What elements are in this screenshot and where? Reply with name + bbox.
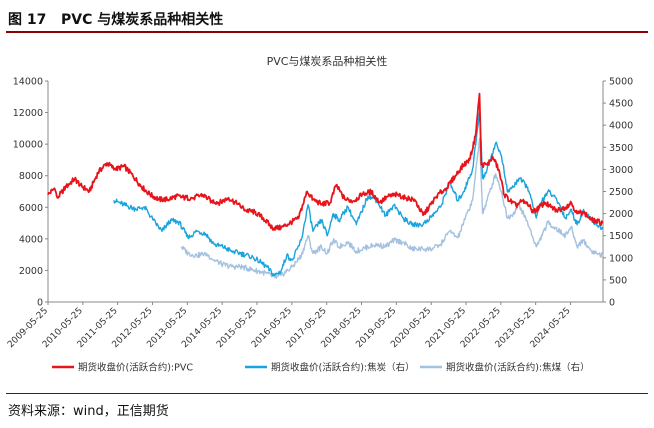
y-right-tick-label: 2000 (609, 209, 633, 220)
header-rule (6, 31, 648, 33)
y-left-tick-label: 6000 (19, 203, 43, 214)
y-left-tick-label: 2000 (19, 266, 43, 277)
y-right-tick-label: 1000 (609, 253, 633, 264)
chart-title: PVC与煤炭系品种相关性 (267, 54, 388, 68)
legend-label: 期货收盘价(活跃合约):焦炭（右） (271, 362, 415, 374)
y-right-tick-label: 2500 (609, 187, 633, 198)
y-right-tick-label: 4000 (609, 121, 633, 132)
y-left-tick-label: 10000 (13, 140, 43, 151)
legend-label: 期货收盘价(活跃合约):焦煤（右） (446, 362, 590, 374)
axes: 0 2000 4000 6000 8000 10000 12000 14000 0 500 1000… (6, 77, 633, 351)
figure-title: 图 17 PVC 与煤炭系品种相关性 (8, 9, 223, 29)
y-right-tick-label: 3000 (609, 165, 633, 176)
y-left-tick-label: 0 (37, 298, 43, 309)
y-right-tick-label: 500 (609, 275, 627, 286)
legend-label: 期货收盘价(活跃合约):PVC (78, 362, 193, 374)
y-left-tick-label: 14000 (13, 77, 43, 88)
y-left-tick-label: 12000 (13, 108, 43, 119)
chart-container: PVC与煤炭系品种相关性 0 2000 4000 6000 8000 10000 12000… (0, 36, 654, 392)
series-line-coking-coal (180, 137, 604, 279)
figure-title-text: PVC 与煤炭系品种相关性 (60, 12, 224, 28)
line-chart: PVC与煤炭系品种相关性 020004000600080001000012000… (6, 54, 633, 374)
y-right-tick-label: 0 (609, 298, 615, 309)
figure-label: 图 17 (8, 12, 47, 28)
legend: 期货收盘价(活跃合约):PVC 期货收盘价(活跃合约):焦炭（右） 期货收盘价(活跃… (52, 362, 590, 374)
y-left-tick-label: 4000 (19, 234, 43, 245)
series-line-pvc (47, 92, 604, 231)
figure-header: 图 17 PVC 与煤炭系品种相关性 (0, 0, 654, 36)
y-right-tick-label: 5000 (609, 77, 633, 88)
series-lines (47, 92, 604, 279)
y-right-tick-label: 1500 (609, 231, 633, 242)
series-line-coke (113, 111, 604, 277)
y-left-tick-label: 8000 (19, 171, 43, 182)
footer-rule (6, 393, 648, 394)
y-right-tick-label: 4500 (609, 99, 633, 110)
y-right-tick-label: 3500 (609, 143, 633, 154)
source-note: 资料来源：wind，正信期货 (8, 404, 169, 419)
